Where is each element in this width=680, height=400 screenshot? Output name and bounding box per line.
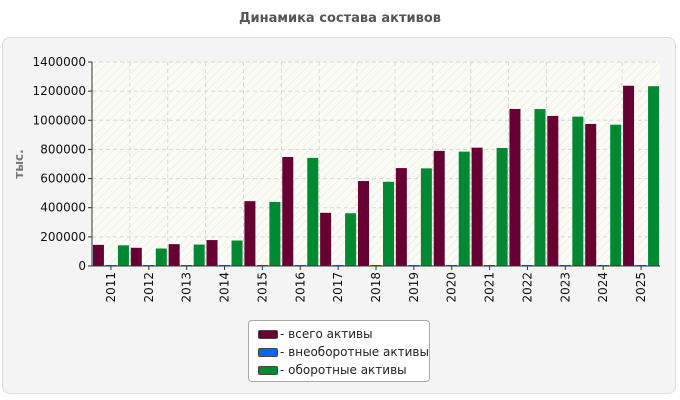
bar-0-2020: [433, 150, 445, 266]
x-tick-label: 2017: [331, 272, 345, 303]
bar-2-2023: [572, 116, 584, 267]
bar-0-2011: [92, 244, 104, 266]
bar-0-2016: [282, 157, 294, 266]
x-tick-label: 2016: [293, 272, 307, 303]
y-tick-label: 800000: [40, 142, 86, 156]
bar-2-2022: [534, 109, 546, 267]
y-tick-label: 1400000: [33, 55, 86, 69]
x-tick-label: 2011: [104, 272, 118, 303]
bar-0-2019: [395, 168, 407, 266]
bar-2-2025: [648, 86, 660, 266]
y-axis-label: тыс.: [12, 149, 26, 178]
bars: [92, 85, 660, 267]
y-tick-label: 400000: [40, 201, 86, 215]
bar-0-2025: [623, 85, 635, 266]
x-tick-label: 2021: [483, 272, 497, 303]
y-tick-label: 1000000: [33, 113, 86, 127]
plot-area: [92, 62, 660, 266]
x-tick-label: 2023: [558, 272, 572, 303]
bar-2-2020: [458, 151, 470, 266]
x-tick-label: 2018: [369, 272, 383, 303]
bar-2-2019: [420, 168, 432, 266]
y-tick-label: 200000: [40, 230, 86, 244]
bar-2-2024: [610, 124, 622, 267]
legend-item-noncurrent: - внеоборотные активы: [249, 343, 429, 361]
bar-0-2017: [320, 212, 332, 266]
y-tick-label: 600000: [40, 172, 86, 186]
bar-2-2013: [193, 244, 205, 266]
bar-0-2024: [585, 123, 597, 266]
x-tick-label: 2024: [596, 272, 610, 303]
legend-item-current: - оборотные активы: [249, 361, 429, 379]
x-tick-label: 2020: [445, 272, 459, 303]
y-tick-label: 0: [78, 259, 86, 273]
x-tick-label: 2019: [407, 272, 421, 303]
x-tick-label: 2012: [142, 272, 156, 303]
bar-0-2015: [244, 201, 256, 266]
x-tick-label: 2013: [180, 272, 194, 303]
bar-2-2014: [231, 240, 243, 266]
x-tick-label: 2014: [218, 272, 232, 303]
bar-0-2018: [358, 181, 369, 266]
bar-0-2012: [130, 247, 142, 266]
legend-swatch-total: [258, 329, 278, 339]
axes: 0 200000 400000 600000 800000 1000000 1200000 1…: [33, 55, 660, 303]
bar-0-2021: [471, 147, 483, 266]
bar-0-2022: [509, 108, 521, 266]
chart-title: Динамика состава активов: [238, 11, 442, 26]
legend-label-total: - всего активы: [280, 327, 373, 341]
legend-item-total: - всего активы: [249, 325, 429, 343]
x-tick-label: 2025: [634, 272, 648, 303]
bar-2-2021: [496, 147, 508, 266]
bar-2-2016: [307, 157, 319, 266]
bar-0-2014: [206, 240, 218, 266]
legend-label-current: - оборотные активы: [280, 363, 407, 377]
bar-2-2015: [269, 201, 281, 266]
legend-swatch-noncurrent: [258, 347, 278, 357]
legend: - всего активы - внеоборотные активы - о…: [248, 320, 430, 382]
bar-2-2017: [345, 213, 357, 266]
bar-2-2012: [155, 248, 167, 266]
bar-0-2013: [168, 244, 180, 266]
y-tick-label: 1200000: [33, 84, 86, 98]
bar-2-2018: [383, 181, 394, 266]
grid-lines: [92, 61, 660, 266]
legend-label-noncurrent: - внеоборотные активы: [280, 345, 429, 359]
bar-2-2011: [117, 245, 129, 266]
x-tick-label: 2015: [255, 272, 269, 303]
x-tick-label: 2022: [520, 272, 534, 303]
bar-0-2023: [547, 115, 559, 267]
legend-swatch-current: [258, 365, 278, 375]
